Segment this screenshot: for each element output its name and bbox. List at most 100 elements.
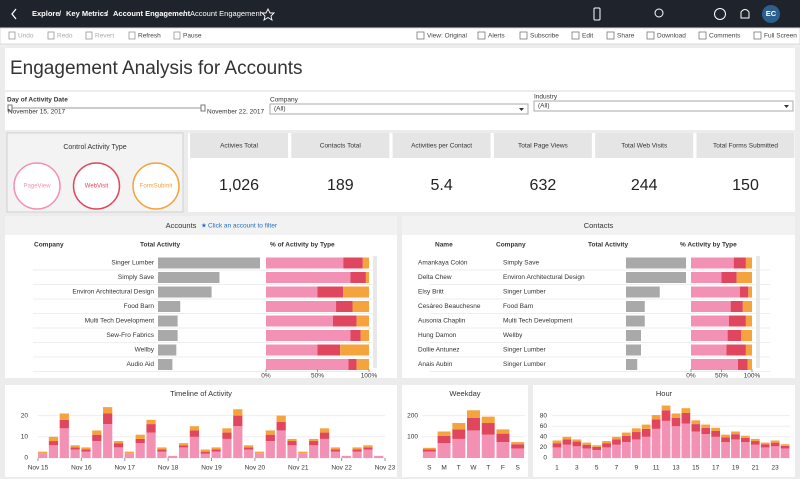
row-label[interactable]: Singer Lumber bbox=[503, 361, 546, 368]
toolbar-button[interactable]: Pause bbox=[183, 33, 202, 40]
bar-segment bbox=[287, 445, 296, 458]
bar-segment bbox=[331, 450, 340, 452]
bar-segment bbox=[652, 415, 661, 419]
toolbar-button[interactable]: Subscribe bbox=[530, 33, 559, 40]
bar-segment bbox=[761, 443, 770, 445]
bar-segment bbox=[563, 437, 572, 440]
breadcrumb-item[interactable]: Account Engagement bbox=[190, 9, 263, 18]
bar-segment bbox=[612, 445, 621, 458]
toolbar-button[interactable]: Full Screen bbox=[764, 33, 797, 40]
kpi-label: Total Page Views bbox=[518, 143, 568, 150]
toolbar-button[interactable]: Comments bbox=[709, 33, 741, 40]
pct-segment bbox=[336, 301, 352, 312]
dropdown[interactable] bbox=[534, 101, 793, 111]
pct-segment bbox=[731, 301, 743, 312]
row-name[interactable]: Elsy Britt bbox=[418, 289, 444, 296]
bar-segment bbox=[701, 434, 710, 458]
y-tick-label: 60 bbox=[540, 423, 548, 430]
toolbar-button[interactable]: Refresh bbox=[138, 33, 161, 40]
bar-segment bbox=[751, 445, 760, 458]
bar-segment bbox=[125, 452, 134, 454]
row-label[interactable]: Multi Tech Development bbox=[503, 318, 572, 325]
y-tick-label: 80 bbox=[540, 412, 548, 419]
row-label[interactable]: Singer Lumber bbox=[503, 347, 546, 354]
kpi-label: Total Web Visits bbox=[621, 143, 668, 150]
row-label[interactable]: Audio Aid bbox=[127, 361, 155, 368]
pct-segment bbox=[266, 330, 350, 341]
toolbar-button[interactable]: Undo bbox=[18, 33, 34, 40]
x-tick-label: T bbox=[457, 465, 461, 472]
x-tick-label: Nov 22 bbox=[331, 465, 352, 472]
row-label[interactable]: Simply Save bbox=[503, 260, 540, 267]
x-tick-label: Nov 21 bbox=[288, 465, 309, 472]
total-bar bbox=[158, 287, 212, 298]
bar-segment bbox=[212, 447, 221, 449]
scrollbar bbox=[756, 256, 760, 368]
pct-segment bbox=[318, 345, 341, 356]
toolbar-button[interactable]: Edit bbox=[582, 33, 593, 40]
y-tick-label: 0 bbox=[24, 455, 28, 462]
pct-segment bbox=[266, 345, 318, 356]
bar-segment bbox=[602, 441, 611, 443]
bar-segment bbox=[309, 439, 318, 441]
row-label[interactable]: Food Barn bbox=[503, 303, 534, 310]
panel-note[interactable]: Click an account to filter bbox=[208, 223, 278, 230]
row-name[interactable]: Hung Damon bbox=[418, 332, 457, 339]
toolbar-button[interactable]: Redo bbox=[57, 33, 73, 40]
x-tick-label: Nov 18 bbox=[158, 465, 179, 472]
row-label[interactable]: Sew-Fro Fabrics bbox=[106, 332, 154, 339]
toolbar-button[interactable]: Download bbox=[657, 33, 686, 40]
breadcrumb-item[interactable]: Explore bbox=[32, 9, 60, 18]
row-label[interactable]: Wellby bbox=[503, 332, 523, 339]
pct-segment bbox=[266, 258, 343, 269]
dropdown[interactable] bbox=[270, 104, 528, 114]
pct-segment bbox=[266, 301, 336, 312]
pct-segment bbox=[318, 287, 344, 298]
row-label[interactable]: Singer Lumber bbox=[111, 260, 154, 267]
bar-segment bbox=[125, 454, 134, 458]
toolbar-button[interactable]: View: Original bbox=[427, 33, 468, 40]
row-label[interactable]: Singer Lumber bbox=[503, 289, 546, 296]
row-name[interactable]: Delta Chew bbox=[418, 274, 452, 281]
date-start: November 15, 2017 bbox=[8, 109, 65, 116]
row-name[interactable]: Cesáreo Beauchesne bbox=[418, 303, 481, 310]
bar-segment bbox=[201, 454, 210, 458]
row-name[interactable]: Ausonia Chaplin bbox=[418, 318, 466, 325]
x-tick-label: 9 bbox=[634, 465, 638, 472]
bar-segment bbox=[201, 450, 210, 452]
row-label[interactable]: Environ Architectural Design bbox=[503, 274, 585, 281]
y-tick-label: 20 bbox=[540, 444, 548, 451]
activity-type-label: PageView bbox=[24, 184, 52, 190]
row-name[interactable]: Amankaya Colón bbox=[418, 260, 468, 267]
row-name[interactable]: Anais Aubin bbox=[418, 361, 453, 368]
bar-segment bbox=[452, 423, 465, 429]
breadcrumb-item[interactable]: Account Engagement bbox=[113, 9, 191, 18]
bar-segment bbox=[266, 441, 275, 458]
bar-segment bbox=[731, 434, 740, 439]
slider-handle[interactable] bbox=[201, 105, 205, 111]
bar-segment bbox=[582, 443, 591, 445]
total-bar bbox=[626, 345, 641, 356]
bar-segment bbox=[467, 430, 480, 458]
toolbar-button[interactable]: Revert bbox=[95, 33, 114, 40]
toolbar-button[interactable]: Alerts bbox=[488, 33, 505, 40]
total-bar bbox=[626, 316, 645, 327]
row-label[interactable]: Wellby bbox=[135, 347, 155, 354]
bar-segment bbox=[157, 450, 166, 452]
bar-segment bbox=[49, 441, 58, 445]
bar-segment bbox=[592, 450, 601, 458]
breadcrumb-item[interactable]: Key Metrics bbox=[66, 9, 108, 18]
row-label[interactable]: Food Barn bbox=[124, 303, 155, 310]
toolbar-button[interactable]: Share bbox=[617, 33, 635, 40]
row-name[interactable]: Dollie Antunez bbox=[418, 347, 460, 354]
x-tick-label: 100% bbox=[744, 373, 761, 380]
pct-segment bbox=[740, 287, 749, 298]
bar-segment bbox=[612, 437, 621, 440]
pct-segment bbox=[691, 359, 738, 370]
bar-segment bbox=[662, 421, 671, 458]
row-label[interactable]: Environ Architectural Design bbox=[72, 289, 154, 296]
bar-segment bbox=[662, 406, 671, 411]
bar-segment bbox=[511, 448, 524, 458]
row-label[interactable]: Multi Tech Development bbox=[85, 318, 154, 325]
row-label[interactable]: Simply Save bbox=[118, 274, 155, 281]
